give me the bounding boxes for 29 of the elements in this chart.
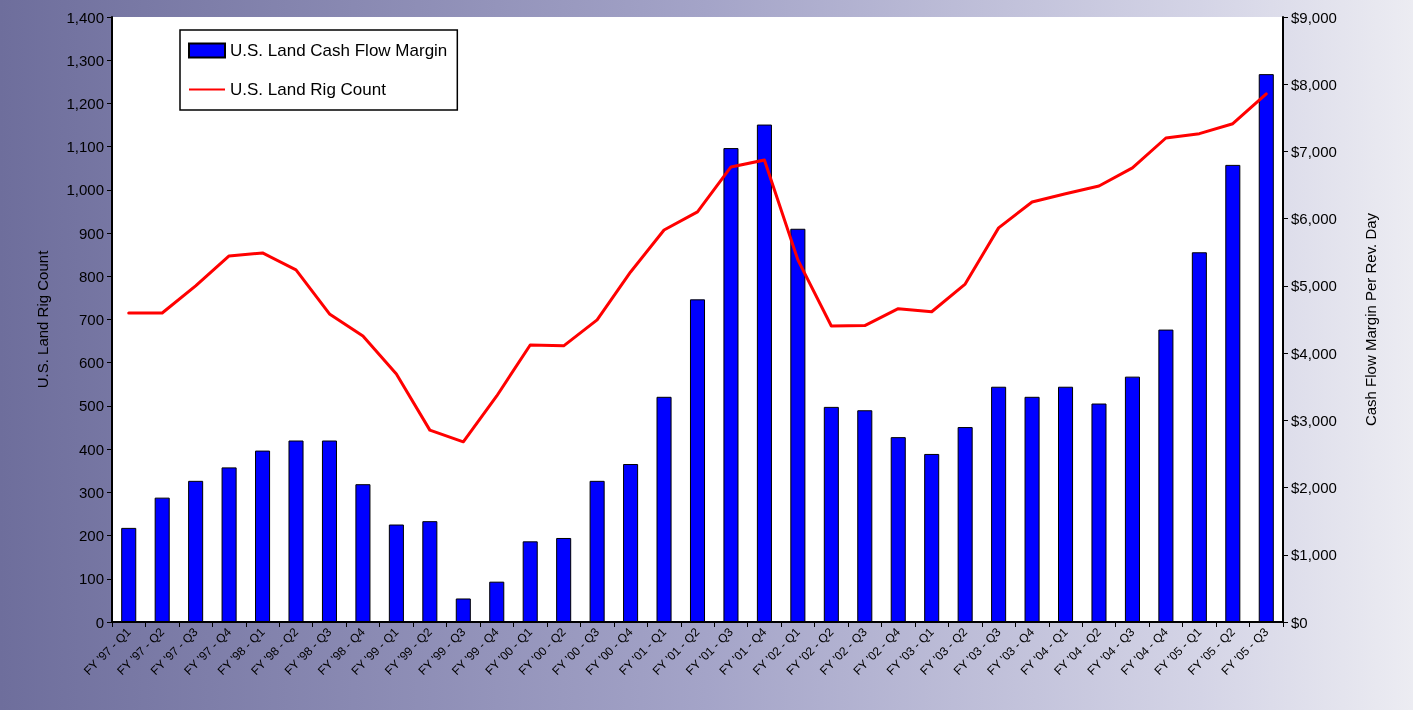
y2-tick-label: $9,000: [1291, 8, 1337, 26]
y-tick-label: 900: [78, 224, 104, 242]
y-tick-label: 100: [78, 570, 104, 588]
y-tick-label: 500: [78, 397, 104, 415]
y-tick-label: 1,300: [66, 51, 104, 69]
y-tick-label: 300: [78, 483, 104, 501]
y2-tick-label: $5,000: [1291, 277, 1337, 295]
y-tick-label: 700: [78, 311, 104, 328]
y2-tick-label: $8,000: [1291, 75, 1337, 93]
y2-tick-label: $2,000: [1291, 479, 1337, 497]
y-tick-label: 1,100: [66, 138, 104, 156]
y2-tick-label: $7,000: [1291, 142, 1337, 160]
legend-label: U.S. Land Cash Flow Margin: [230, 41, 448, 60]
y2-tick-label: $1,000: [1291, 546, 1337, 564]
y-tick-label: 400: [78, 440, 104, 458]
y-tick-label: 1,400: [66, 8, 104, 26]
legend-label: U.S. Land Rig Count: [230, 80, 387, 99]
y-tick-label: 1,000: [66, 181, 104, 199]
y-tick-label: 800: [78, 267, 104, 285]
y2-tick-label: $4,000: [1291, 344, 1337, 362]
y-tick-label: 600: [78, 354, 104, 372]
y-axis-title: U.S. Land Rig Count: [34, 249, 51, 389]
y2-tick-label: $6,000: [1291, 210, 1337, 228]
y-tick-label: 1,200: [66, 94, 104, 112]
y-tick-label: 0: [95, 613, 104, 631]
y2-axis-title: Cash Flow Margin Per Rev. Day: [1362, 212, 1379, 427]
y2-tick-label: $3,000: [1291, 411, 1337, 429]
y2-tick-label: $0: [1291, 613, 1308, 631]
y-tick-label: 200: [78, 527, 104, 545]
